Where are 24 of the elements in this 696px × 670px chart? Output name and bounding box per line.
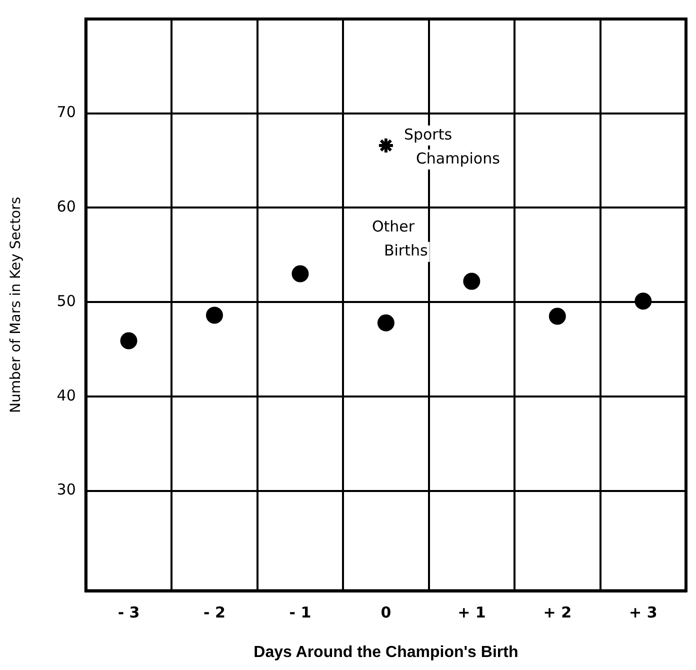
text: Other Births — [372, 218, 428, 260]
point — [548, 308, 566, 325]
x-axis-title: Days Around the Champion's Birth — [254, 644, 518, 661]
point — [292, 265, 309, 282]
x-tick-label: - 2 — [204, 604, 226, 622]
x-tick-label: - 3 — [118, 604, 140, 622]
x-tick-label: + 2 — [543, 604, 572, 622]
y-tick-label: 60 — [56, 198, 76, 216]
x-tick-label: - 1 — [289, 604, 312, 622]
x-tick-label: 0 — [380, 604, 392, 622]
y-tick-label: 70 — [56, 103, 76, 122]
point — [120, 332, 138, 350]
y-axis-title: Number of Mars in Key Sectors — [8, 196, 24, 413]
point — [206, 306, 223, 324]
point — [377, 314, 394, 332]
y-tick-label: 40 — [56, 386, 76, 404]
y-tick-label: 50 — [56, 292, 76, 310]
y-tick-label: 30 — [56, 480, 76, 499]
series-label: Sports Champions — [404, 125, 500, 168]
point — [634, 292, 652, 310]
point — [377, 136, 394, 154]
x-tick-label: + 3 — [629, 604, 658, 622]
point — [463, 272, 480, 290]
x-tick-label: + 1 — [458, 604, 486, 622]
